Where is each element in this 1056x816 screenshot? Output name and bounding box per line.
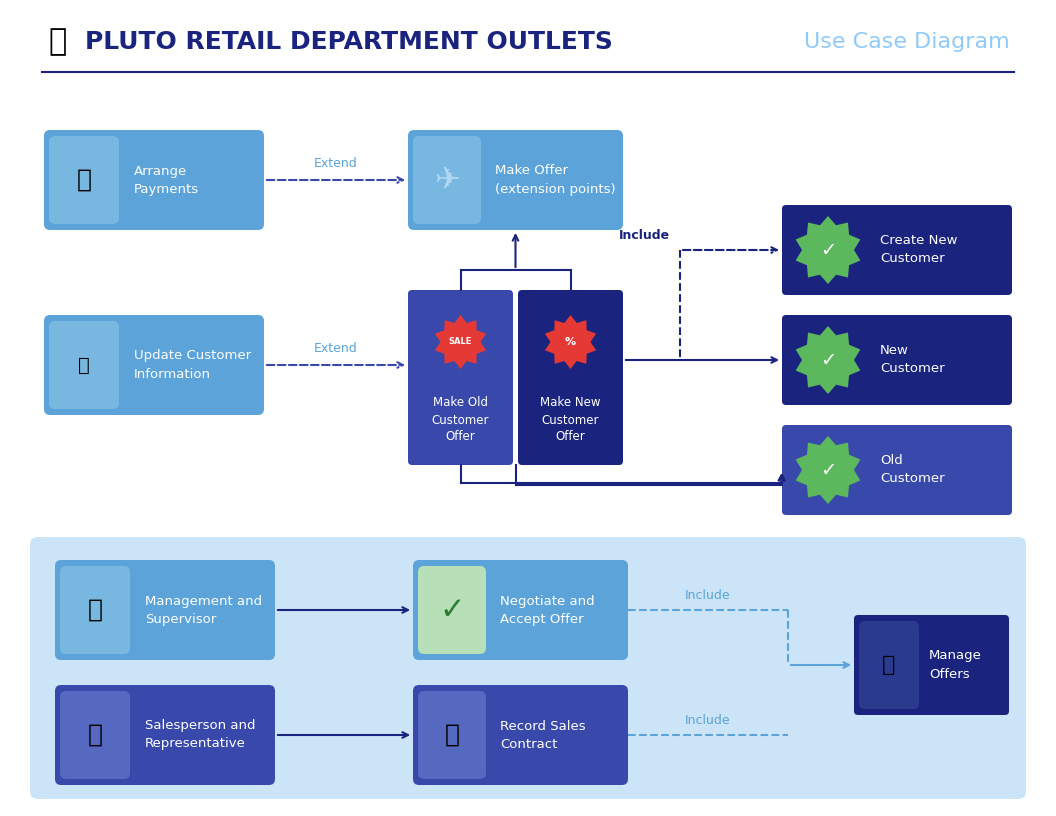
Text: Use Case Diagram: Use Case Diagram bbox=[805, 32, 1010, 52]
FancyBboxPatch shape bbox=[49, 136, 119, 224]
FancyBboxPatch shape bbox=[60, 691, 130, 779]
FancyBboxPatch shape bbox=[413, 685, 628, 785]
Text: ✓: ✓ bbox=[819, 241, 836, 259]
Text: PLUTO RETAIL DEPARTMENT OUTLETS: PLUTO RETAIL DEPARTMENT OUTLETS bbox=[84, 30, 612, 54]
Text: %: % bbox=[565, 337, 577, 347]
Text: 🏪: 🏪 bbox=[48, 28, 67, 56]
FancyBboxPatch shape bbox=[418, 566, 486, 654]
Text: ✓: ✓ bbox=[819, 351, 836, 370]
Text: Update Customer
Information: Update Customer Information bbox=[134, 349, 251, 380]
FancyBboxPatch shape bbox=[782, 205, 1012, 295]
Text: Arrange
Payments: Arrange Payments bbox=[134, 165, 200, 196]
FancyBboxPatch shape bbox=[30, 537, 1026, 799]
Text: Extend: Extend bbox=[314, 342, 358, 355]
Text: Management and
Supervisor: Management and Supervisor bbox=[145, 595, 262, 626]
FancyBboxPatch shape bbox=[408, 130, 623, 230]
FancyBboxPatch shape bbox=[418, 691, 486, 779]
FancyBboxPatch shape bbox=[55, 560, 275, 660]
Text: SALE: SALE bbox=[449, 338, 472, 347]
Text: Manage
Offers: Manage Offers bbox=[929, 650, 982, 681]
FancyBboxPatch shape bbox=[55, 685, 275, 785]
Text: Record Sales
Contract: Record Sales Contract bbox=[499, 720, 586, 751]
FancyBboxPatch shape bbox=[518, 290, 623, 465]
Text: 🧑: 🧑 bbox=[88, 723, 102, 747]
Text: ✈: ✈ bbox=[434, 166, 459, 194]
FancyBboxPatch shape bbox=[408, 290, 513, 465]
FancyBboxPatch shape bbox=[49, 321, 119, 409]
Text: ✓: ✓ bbox=[819, 460, 836, 480]
Polygon shape bbox=[795, 216, 861, 284]
Text: Make Old
Customer
Offer: Make Old Customer Offer bbox=[432, 397, 489, 444]
Text: Negotiate and
Accept Offer: Negotiate and Accept Offer bbox=[499, 595, 595, 626]
FancyBboxPatch shape bbox=[854, 615, 1008, 715]
FancyBboxPatch shape bbox=[413, 560, 628, 660]
Polygon shape bbox=[545, 315, 597, 369]
Text: Salesperson and
Representative: Salesperson and Representative bbox=[145, 720, 256, 751]
Text: Old
Customer: Old Customer bbox=[880, 455, 945, 486]
FancyBboxPatch shape bbox=[782, 425, 1012, 515]
Text: New
Customer: New Customer bbox=[880, 344, 945, 375]
Text: Create New
Customer: Create New Customer bbox=[880, 234, 958, 265]
Text: Include: Include bbox=[619, 229, 670, 242]
Text: Include: Include bbox=[685, 714, 731, 727]
FancyBboxPatch shape bbox=[44, 315, 264, 415]
Text: Make New
Customer
Offer: Make New Customer Offer bbox=[541, 397, 601, 444]
FancyBboxPatch shape bbox=[782, 315, 1012, 405]
Text: Extend: Extend bbox=[314, 157, 358, 170]
Text: 📄: 📄 bbox=[445, 723, 459, 747]
Text: ✓: ✓ bbox=[439, 596, 465, 624]
Text: 💵: 💵 bbox=[76, 168, 92, 192]
Text: 🧑: 🧑 bbox=[88, 598, 102, 622]
FancyBboxPatch shape bbox=[859, 621, 919, 709]
Text: Make Offer
(extension points): Make Offer (extension points) bbox=[495, 165, 616, 196]
FancyBboxPatch shape bbox=[413, 136, 480, 224]
Polygon shape bbox=[795, 326, 861, 394]
Text: 📋: 📋 bbox=[78, 356, 90, 375]
Polygon shape bbox=[435, 315, 486, 369]
Text: Include: Include bbox=[685, 589, 731, 602]
FancyBboxPatch shape bbox=[60, 566, 130, 654]
FancyBboxPatch shape bbox=[44, 130, 264, 230]
Polygon shape bbox=[795, 436, 861, 504]
Text: 📋: 📋 bbox=[883, 655, 895, 675]
